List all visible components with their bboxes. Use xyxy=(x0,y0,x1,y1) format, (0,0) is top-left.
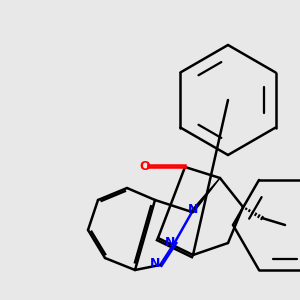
Polygon shape xyxy=(191,178,220,213)
Text: N: N xyxy=(149,257,160,270)
Text: N: N xyxy=(165,236,176,248)
Text: O: O xyxy=(139,160,150,173)
Text: N: N xyxy=(188,203,199,216)
